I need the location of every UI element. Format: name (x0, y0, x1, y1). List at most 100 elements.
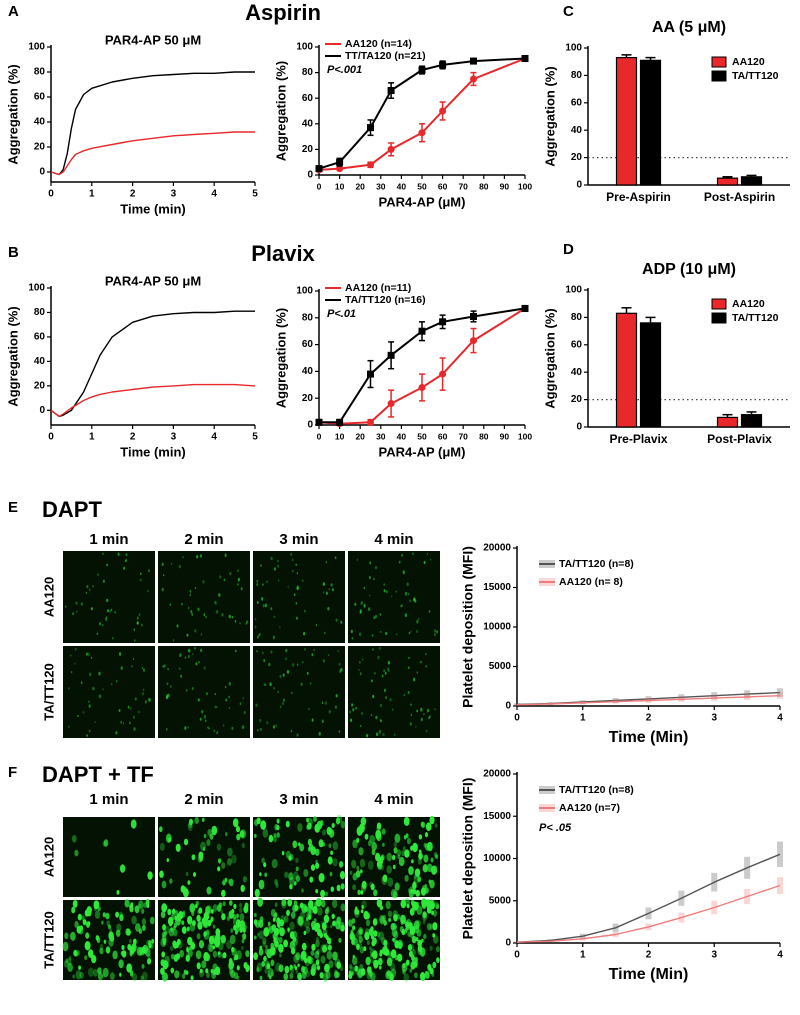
platelet-spot (295, 866, 299, 872)
platelet-spot (185, 970, 189, 975)
platelet-spot (109, 610, 111, 613)
platelet-spot (172, 639, 175, 642)
platelet-spot (279, 919, 285, 927)
platelet-spot (99, 947, 104, 955)
platelet-spot (418, 852, 423, 860)
x-tick-label: 90 (500, 431, 510, 441)
x-tick-label: 1 (580, 713, 586, 724)
platelet-spot (87, 652, 90, 657)
platelet-spot (276, 824, 280, 831)
platelet-spot (420, 707, 423, 712)
platelet-spot (167, 908, 172, 916)
platelet-spot (307, 912, 312, 919)
platelet-spot (389, 970, 392, 976)
platelet-spot (331, 823, 335, 828)
data-line (516, 695, 781, 706)
platelet-spot (141, 946, 146, 954)
platelet-spot (340, 667, 343, 672)
y-tick-label: 100 (565, 43, 582, 54)
platelet-spot (266, 721, 269, 725)
platelet-spot (160, 967, 165, 975)
platelet-spot (174, 970, 180, 979)
legend-label: TA/TT120 (n=8) (559, 784, 634, 796)
platelet-spot (138, 900, 144, 910)
y-tick-label: 60 (571, 97, 583, 108)
platelet-spot (267, 921, 271, 926)
x-tick-label: 30 (376, 431, 386, 441)
platelet-spot (220, 910, 224, 915)
platelet-spot (186, 946, 189, 951)
data-line (50, 71, 255, 176)
platelet-spot (368, 927, 374, 937)
y-tick-label: 100 (296, 286, 313, 297)
platelet-spot (74, 662, 76, 665)
platelet-spot (310, 900, 313, 906)
platelet-spot (314, 848, 320, 856)
platelet-spot (408, 866, 414, 876)
platelet-spot (319, 932, 323, 939)
platelet-spot (186, 926, 190, 932)
platelet-spot (165, 695, 169, 700)
platelet-spot (239, 902, 243, 908)
platelet-spot (194, 587, 197, 590)
platelet-spot (141, 667, 144, 670)
platelet-spot (420, 821, 424, 827)
platelet-spot (294, 881, 297, 886)
platelet-spot (298, 916, 301, 920)
platelet-spot (142, 971, 148, 981)
platelet-spot (338, 662, 341, 666)
platelet-spot (270, 556, 273, 561)
platelet-spot (184, 656, 187, 659)
data-point (367, 418, 374, 426)
platelet-spot (102, 967, 109, 978)
platelet-spot (196, 933, 201, 940)
platelet-spot (114, 611, 116, 614)
platelet-spot (146, 939, 151, 947)
platelet-spot (369, 946, 372, 951)
platelet-spot (133, 938, 137, 944)
y-tick-label: 0 (505, 701, 511, 712)
x-tick-label: 70 (458, 181, 468, 191)
platelet-spot (216, 843, 222, 851)
platelet-spot (98, 671, 101, 676)
platelet-spot (270, 650, 273, 654)
platelet-spot (257, 932, 260, 937)
platelet-spot (136, 621, 139, 625)
platelet-spot (240, 829, 247, 839)
y-tick-label: 100 (28, 283, 45, 294)
platelet-spot (126, 928, 131, 936)
platelet-spot (239, 913, 245, 921)
platelet-spot (283, 698, 285, 702)
platelet-spot (210, 916, 214, 922)
x-tick-label: 2 (646, 950, 652, 961)
platelet-spot (352, 925, 356, 931)
platelet-spot (136, 621, 139, 625)
platelet-spot (187, 915, 193, 925)
platelet-spot (254, 618, 257, 621)
platelet-spot (75, 610, 78, 613)
platelet-spot (301, 950, 307, 960)
platelet-spot (239, 622, 241, 625)
legend-label: AA120 (n=7) (559, 802, 620, 814)
platelet-spot (235, 649, 237, 653)
bar (716, 177, 739, 186)
platelet-spot (64, 932, 69, 940)
platelet-spot (416, 619, 419, 624)
platelet-spot (74, 920, 79, 929)
platelet-spot (311, 963, 317, 972)
platelet-spot (295, 952, 301, 961)
platelet-spot (436, 630, 439, 634)
platelet-spot (390, 923, 396, 931)
legend-label: TA/TT120 (732, 312, 779, 324)
platelet-spot (197, 607, 200, 611)
platelet-spot (259, 872, 262, 877)
platelet-spot (285, 820, 290, 828)
platelet-spot (310, 950, 315, 956)
platelet-spot (216, 731, 219, 735)
platelet-spot (108, 924, 111, 930)
y-tick-label: 60 (34, 92, 46, 103)
platelet-spot (313, 648, 315, 651)
platelet-spot (260, 820, 267, 830)
platelet-spot (210, 935, 217, 945)
data-point (521, 304, 529, 312)
